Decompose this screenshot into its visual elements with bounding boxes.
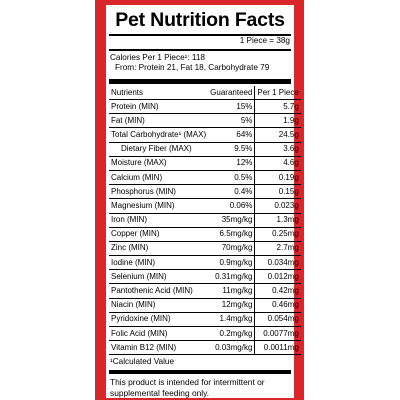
title-rule: [109, 34, 291, 36]
per-piece-value: 0.19g: [254, 170, 301, 186]
guaranteed-value: 0.06%: [208, 198, 256, 214]
calories-breakdown: From: Protein 21, Fat 18, Carbohydrate 7…: [115, 63, 270, 72]
nutrient-name: Dietary Fiber (MAX): [109, 142, 209, 157]
table-row: Iodine (MIN) 0.9mg/kg 0.034mg: [109, 255, 301, 271]
label-title: Pet Nutrition Facts: [115, 9, 285, 31]
footnote-rule: [109, 370, 291, 374]
guaranteed-value: 70mg/kg: [208, 241, 256, 257]
nutrient-name: Vitamin B12 (MIN): [109, 340, 209, 356]
table-row: Total Carbohydrate¹ (MAX) 64% 24.5g: [109, 127, 301, 143]
per-piece-value: 0.012mg: [254, 269, 301, 285]
table-row: Pantothenic Acid (MIN) 11mg/kg 0.42mg: [109, 283, 301, 299]
guaranteed-value: 5%: [208, 113, 256, 129]
table-row: Zinc (MIN) 70mg/kg 2.7mg: [109, 241, 301, 257]
table-row: Copper (MIN) 6.5mg/kg 0.25mg: [109, 227, 301, 242]
per-piece-value: 2.7mg: [254, 241, 301, 257]
nutrient-name: Selenium (MIN): [109, 269, 209, 285]
guaranteed-value: 12mg/kg: [208, 298, 256, 313]
table-row: Phosphorus (MIN) 0.4% 0.15g: [109, 184, 301, 200]
guaranteed-value: 0.5%: [208, 170, 256, 186]
nutrient-name: Total Carbohydrate¹ (MAX): [109, 127, 209, 143]
per-piece-value: 0.054mg: [254, 312, 301, 328]
header-per-piece: Per 1 Piece: [254, 86, 301, 100]
table-row: Fat (MIN) 5% 1.9g: [109, 113, 301, 129]
header-guaranteed: Guaranteed: [208, 86, 256, 100]
table-row: Moisture (MAX) 12% 4.6g: [109, 156, 301, 171]
serving-size: 1 Piece = 38g: [239, 36, 290, 45]
guaranteed-value: 9.5%: [208, 142, 256, 157]
per-piece-value: 24.5g: [254, 127, 301, 143]
table-row: Iron (MIN) 35mg/kg 1.3mg: [109, 213, 301, 228]
per-piece-value: 1.9g: [254, 113, 301, 129]
guaranteed-value: 15%: [208, 99, 256, 115]
per-piece-value: 0.15g: [254, 184, 301, 200]
guaranteed-value: 0.4%: [208, 184, 256, 200]
nutrient-name: Pyridoxine (MIN): [109, 312, 209, 328]
per-piece-value: 3.6g: [254, 142, 301, 157]
nutrient-name: Iodine (MIN): [109, 255, 209, 271]
nutrient-name: Folic Acid (MIN): [109, 326, 209, 342]
nutrient-name: Fat (MIN): [109, 113, 209, 129]
per-piece-value: 0.0011mg: [254, 340, 301, 356]
guaranteed-value: 0.31mg/kg: [208, 269, 256, 285]
nutrient-name: Pantothenic Acid (MIN): [109, 283, 209, 299]
table-row: Calcium (MIN) 0.5% 0.19g: [109, 170, 301, 186]
guaranteed-value: 1.4mg/kg: [208, 312, 256, 328]
per-piece-value: 0.42mg: [254, 283, 301, 299]
nutrition-facts-panel: Pet Nutrition Facts 1 Piece = 38g Calori…: [106, 5, 301, 398]
calories-per-piece: Calories Per 1 Piece¹: 118: [110, 53, 205, 62]
per-piece-value: 0.25mg: [254, 227, 301, 242]
guaranteed-value: 0.2mg/kg: [208, 326, 256, 342]
nutrient-name: Niacin (MIN): [109, 298, 209, 313]
nutrient-name: Copper (MIN): [109, 227, 209, 242]
guaranteed-value: 64%: [208, 127, 256, 143]
per-piece-value: 1.3mg: [254, 213, 301, 228]
nutrient-name: Phosphorus (MIN): [109, 184, 209, 200]
nutrient-name: Zinc (MIN): [109, 241, 209, 257]
guaranteed-value: 0.03mg/kg: [208, 340, 256, 356]
serving-rule: [109, 49, 291, 51]
table-row: Dietary Fiber (MAX) 9.5% 3.6g: [109, 142, 301, 157]
per-piece-value: 0.023g: [254, 198, 301, 214]
table-row: Vitamin B12 (MIN) 0.03mg/kg 0.0011mg: [109, 340, 301, 356]
header-nutrients: Nutrients: [109, 86, 209, 100]
per-piece-value: 0.0077mg: [254, 326, 301, 342]
per-piece-value: 4.6g: [254, 156, 301, 171]
table-row: Pyridoxine (MIN) 1.4mg/kg 0.054mg: [109, 312, 301, 328]
nutrient-name: Calcium (MIN): [109, 170, 209, 186]
nutrient-name: Iron (MIN): [109, 213, 209, 228]
feeding-disclaimer: This product is intended for intermitten…: [110, 377, 265, 398]
calories-rule: [109, 79, 291, 84]
guaranteed-value: 35mg/kg: [208, 213, 256, 228]
table-row: Niacin (MIN) 12mg/kg 0.46mg: [109, 298, 301, 313]
footnote: ¹Calculated Value: [110, 357, 175, 366]
guaranteed-value: 6.5mg/kg: [208, 227, 256, 242]
nutrient-name: Magnesium (MIN): [109, 198, 209, 214]
per-piece-value: 0.034mg: [254, 255, 301, 271]
per-piece-value: 5.7g: [254, 99, 301, 115]
table-row: Selenium (MIN) 0.31mg/kg 0.012mg: [109, 269, 301, 285]
table-row: Magnesium (MIN) 0.06% 0.023g: [109, 198, 301, 214]
table-row: Protein (MIN) 15% 5.7g: [109, 99, 301, 115]
table-header-row: Nutrients Guaranteed Per 1 Piece: [109, 86, 301, 100]
guaranteed-value: 11mg/kg: [208, 283, 256, 299]
guaranteed-value: 12%: [208, 156, 256, 171]
table-row: Folic Acid (MIN) 0.2mg/kg 0.0077mg: [109, 326, 301, 342]
nutrients-table: Nutrients Guaranteed Per 1 Piece Protein…: [109, 86, 301, 356]
nutrient-name: Moisture (MAX): [109, 156, 209, 171]
nutrient-name: Protein (MIN): [109, 99, 209, 115]
per-piece-value: 0.46mg: [254, 298, 301, 313]
guaranteed-value: 0.9mg/kg: [208, 255, 256, 271]
